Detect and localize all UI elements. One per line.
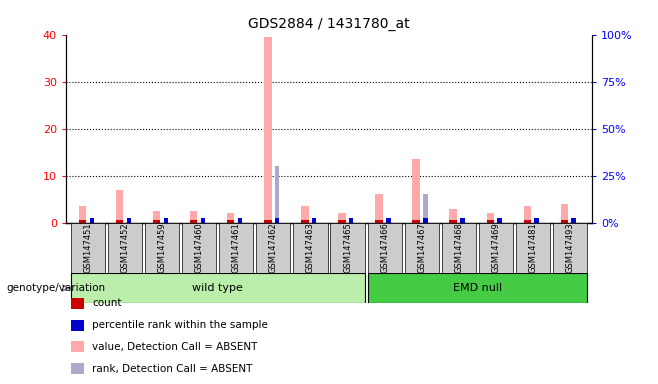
Bar <box>257 223 290 273</box>
Bar <box>571 218 576 223</box>
Bar <box>238 218 242 223</box>
Bar <box>264 220 272 223</box>
Bar <box>375 195 383 223</box>
Text: genotype/variation: genotype/variation <box>7 283 106 293</box>
Bar <box>561 204 568 223</box>
Bar <box>553 223 587 273</box>
Text: GSM147493: GSM147493 <box>565 222 574 273</box>
Text: GSM147462: GSM147462 <box>269 222 278 273</box>
Title: GDS2884 / 1431780_at: GDS2884 / 1431780_at <box>248 17 410 31</box>
Text: GSM147467: GSM147467 <box>417 222 426 273</box>
Bar <box>301 220 309 223</box>
Text: GSM147466: GSM147466 <box>380 222 389 273</box>
Bar <box>405 223 439 273</box>
Bar <box>182 223 216 273</box>
Bar <box>116 220 123 223</box>
Bar <box>116 190 123 223</box>
Text: GSM147452: GSM147452 <box>120 222 130 273</box>
Bar <box>524 206 531 223</box>
Bar <box>375 220 383 223</box>
Text: percentile rank within the sample: percentile rank within the sample <box>92 320 268 331</box>
Text: GSM147460: GSM147460 <box>195 222 204 273</box>
Text: GSM147468: GSM147468 <box>454 222 463 273</box>
Bar <box>153 211 161 223</box>
Bar <box>190 220 197 223</box>
Bar <box>145 223 179 273</box>
Bar <box>413 220 420 223</box>
Text: EMD null: EMD null <box>453 283 502 293</box>
Bar <box>479 223 513 273</box>
Text: GSM147481: GSM147481 <box>528 222 538 273</box>
Bar <box>108 223 142 273</box>
Bar <box>153 220 161 223</box>
Bar <box>486 220 494 223</box>
Bar <box>486 214 494 223</box>
Bar <box>338 214 345 223</box>
Bar <box>89 218 94 223</box>
Bar <box>423 218 428 223</box>
Bar <box>238 218 242 223</box>
Bar <box>442 223 476 273</box>
Bar <box>312 218 316 223</box>
Bar <box>71 273 365 303</box>
Bar <box>312 218 316 223</box>
Bar <box>497 218 502 223</box>
Bar <box>71 223 105 273</box>
Bar <box>460 218 465 223</box>
Bar <box>164 218 168 223</box>
Bar <box>126 218 131 223</box>
Bar <box>561 220 568 223</box>
Text: GSM147459: GSM147459 <box>158 222 166 273</box>
Bar <box>516 223 550 273</box>
Bar <box>368 223 401 273</box>
Bar <box>386 218 391 223</box>
Bar <box>227 220 234 223</box>
Bar <box>71 298 84 309</box>
Bar <box>293 223 328 273</box>
Bar <box>190 211 197 223</box>
Bar <box>349 218 353 223</box>
Bar <box>201 218 205 223</box>
Bar <box>89 218 94 223</box>
Bar <box>201 218 205 223</box>
Bar <box>275 218 280 223</box>
Bar <box>534 218 539 223</box>
Bar <box>534 218 539 223</box>
Bar <box>449 220 457 223</box>
Text: GSM147469: GSM147469 <box>492 222 500 273</box>
Bar <box>79 220 86 223</box>
Bar <box>449 209 457 223</box>
Bar <box>71 363 84 374</box>
Bar <box>330 223 365 273</box>
Bar <box>423 195 428 223</box>
Bar <box>71 341 84 353</box>
Text: count: count <box>92 298 122 308</box>
Text: GSM147463: GSM147463 <box>306 222 315 273</box>
Bar <box>386 218 391 223</box>
Bar <box>227 214 234 223</box>
Bar <box>126 218 131 223</box>
Bar <box>164 218 168 223</box>
Bar <box>275 166 280 223</box>
Text: GSM147451: GSM147451 <box>84 222 93 273</box>
Text: GSM147461: GSM147461 <box>232 222 241 273</box>
Bar <box>219 223 253 273</box>
Text: wild type: wild type <box>192 283 243 293</box>
Text: rank, Detection Call = ABSENT: rank, Detection Call = ABSENT <box>92 364 253 374</box>
Bar <box>71 319 84 331</box>
Bar <box>368 273 587 303</box>
Bar <box>571 218 576 223</box>
Bar <box>349 218 353 223</box>
Bar <box>79 206 86 223</box>
Bar <box>338 220 345 223</box>
Bar <box>264 37 272 223</box>
Bar <box>524 220 531 223</box>
Bar <box>301 206 309 223</box>
Bar <box>460 218 465 223</box>
Text: GSM147465: GSM147465 <box>343 222 352 273</box>
Text: value, Detection Call = ABSENT: value, Detection Call = ABSENT <box>92 341 257 352</box>
Bar <box>413 159 420 223</box>
Bar <box>497 218 502 223</box>
